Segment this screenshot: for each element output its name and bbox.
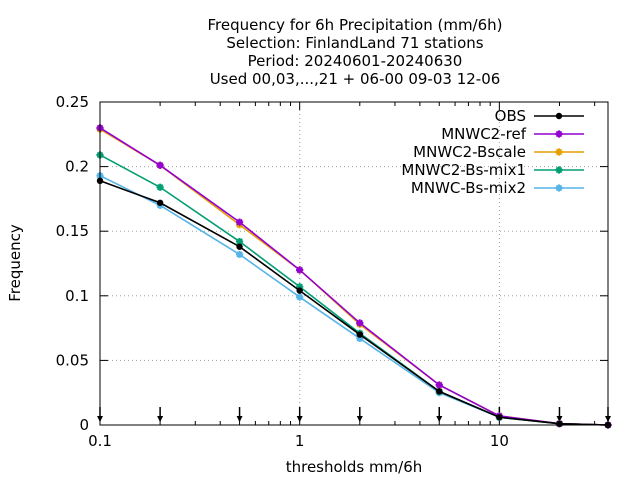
x-tick-label: 1 [295, 432, 305, 450]
threshold-marker-arrow [236, 416, 243, 422]
legend-item: MNWC2-ref [441, 125, 584, 143]
legend-label: MNWC2-Bscale [413, 143, 526, 161]
title-line-1: Frequency for 6h Precipitation (mm/6h) [207, 16, 502, 34]
point-stroke [555, 130, 563, 138]
legend-item: MNWC-Bs-mix2 [411, 179, 584, 197]
series-line [99, 180, 609, 426]
point-stroke [555, 166, 563, 174]
grid-lines [100, 102, 608, 425]
series-obs [96, 177, 612, 429]
threshold-marker-arrow [436, 416, 443, 422]
y-tick-label: 0.1 [65, 287, 89, 305]
legend-item: OBS [495, 107, 584, 125]
legend-item: MNWC2-Bs-mix1 [401, 161, 584, 179]
legend-label: OBS [495, 107, 526, 125]
data-point [235, 250, 244, 259]
data-point [555, 184, 563, 192]
point-stroke [156, 184, 164, 191]
data-point [555, 130, 563, 138]
data-point [555, 148, 563, 156]
y-tick-label: 0 [79, 416, 89, 434]
point-stroke [236, 251, 243, 258]
data-point [496, 414, 503, 421]
title-line-3: Period: 20240601-20240630 [248, 52, 463, 70]
legend: OBSMNWC2-refMNWC2-BscaleMNWC2-Bs-mix1MNW… [401, 107, 584, 197]
y-tick-label: 0.05 [56, 351, 89, 369]
data-point [235, 218, 244, 226]
title-line-2: Selection: FinlandLand 71 stations [226, 34, 483, 52]
threshold-marker-arrow [296, 416, 303, 422]
legend-label: MNWC-Bs-mix2 [411, 179, 526, 197]
y-tick-label: 0.2 [65, 158, 89, 176]
chart-title: Frequency for 6h Precipitation (mm/6h) S… [207, 16, 502, 88]
series-line [99, 128, 609, 426]
data-point [156, 199, 164, 206]
x-tick-label: 0.1 [88, 432, 112, 450]
data-point [296, 293, 304, 301]
title-line-4: Used 00,03,...,21 + 06-00 09-03 12-06 [210, 70, 501, 88]
data-point [555, 112, 563, 120]
point-stroke [156, 162, 164, 169]
point-stroke [435, 381, 443, 389]
legend-label: MNWC2-Bs-mix1 [401, 161, 526, 179]
y-tick-label: 0.25 [56, 93, 89, 111]
legend-item: MNWC2-Bscale [413, 143, 584, 161]
y-axis-label: Frequency [6, 224, 24, 302]
data-point [296, 266, 304, 274]
series-line [99, 127, 609, 426]
point-stroke [296, 293, 303, 301]
threshold-marker-arrow [556, 416, 563, 422]
point-stroke [296, 266, 303, 274]
data-point [236, 243, 243, 250]
data-point [356, 319, 364, 327]
data-point [356, 331, 363, 338]
point-stroke [236, 238, 243, 245]
threshold-marker-arrow [356, 416, 363, 422]
x-tick-label: 10 [490, 432, 509, 450]
series-line [99, 154, 609, 426]
data-point [435, 381, 443, 389]
y-tick-label: 0.15 [56, 222, 89, 240]
threshold-marker-arrow [157, 416, 164, 422]
data-point [156, 161, 164, 169]
series-lines [96, 124, 612, 429]
point-stroke [236, 218, 243, 226]
data-point [436, 388, 443, 395]
x-axis-label: thresholds mm/6h [286, 458, 423, 476]
plot-frame [99, 101, 609, 426]
data-point [555, 166, 563, 174]
series-mnwc2-bscale [96, 125, 612, 429]
point-stroke [356, 319, 364, 327]
data-point [556, 420, 563, 427]
series-line [99, 174, 609, 426]
point-stroke [555, 184, 563, 192]
point-stroke [555, 148, 563, 156]
data-point [156, 183, 164, 191]
legend-label: MNWC2-ref [441, 125, 526, 143]
data-point [296, 287, 303, 294]
series-mnwc2-bs-mix1 [96, 151, 612, 429]
